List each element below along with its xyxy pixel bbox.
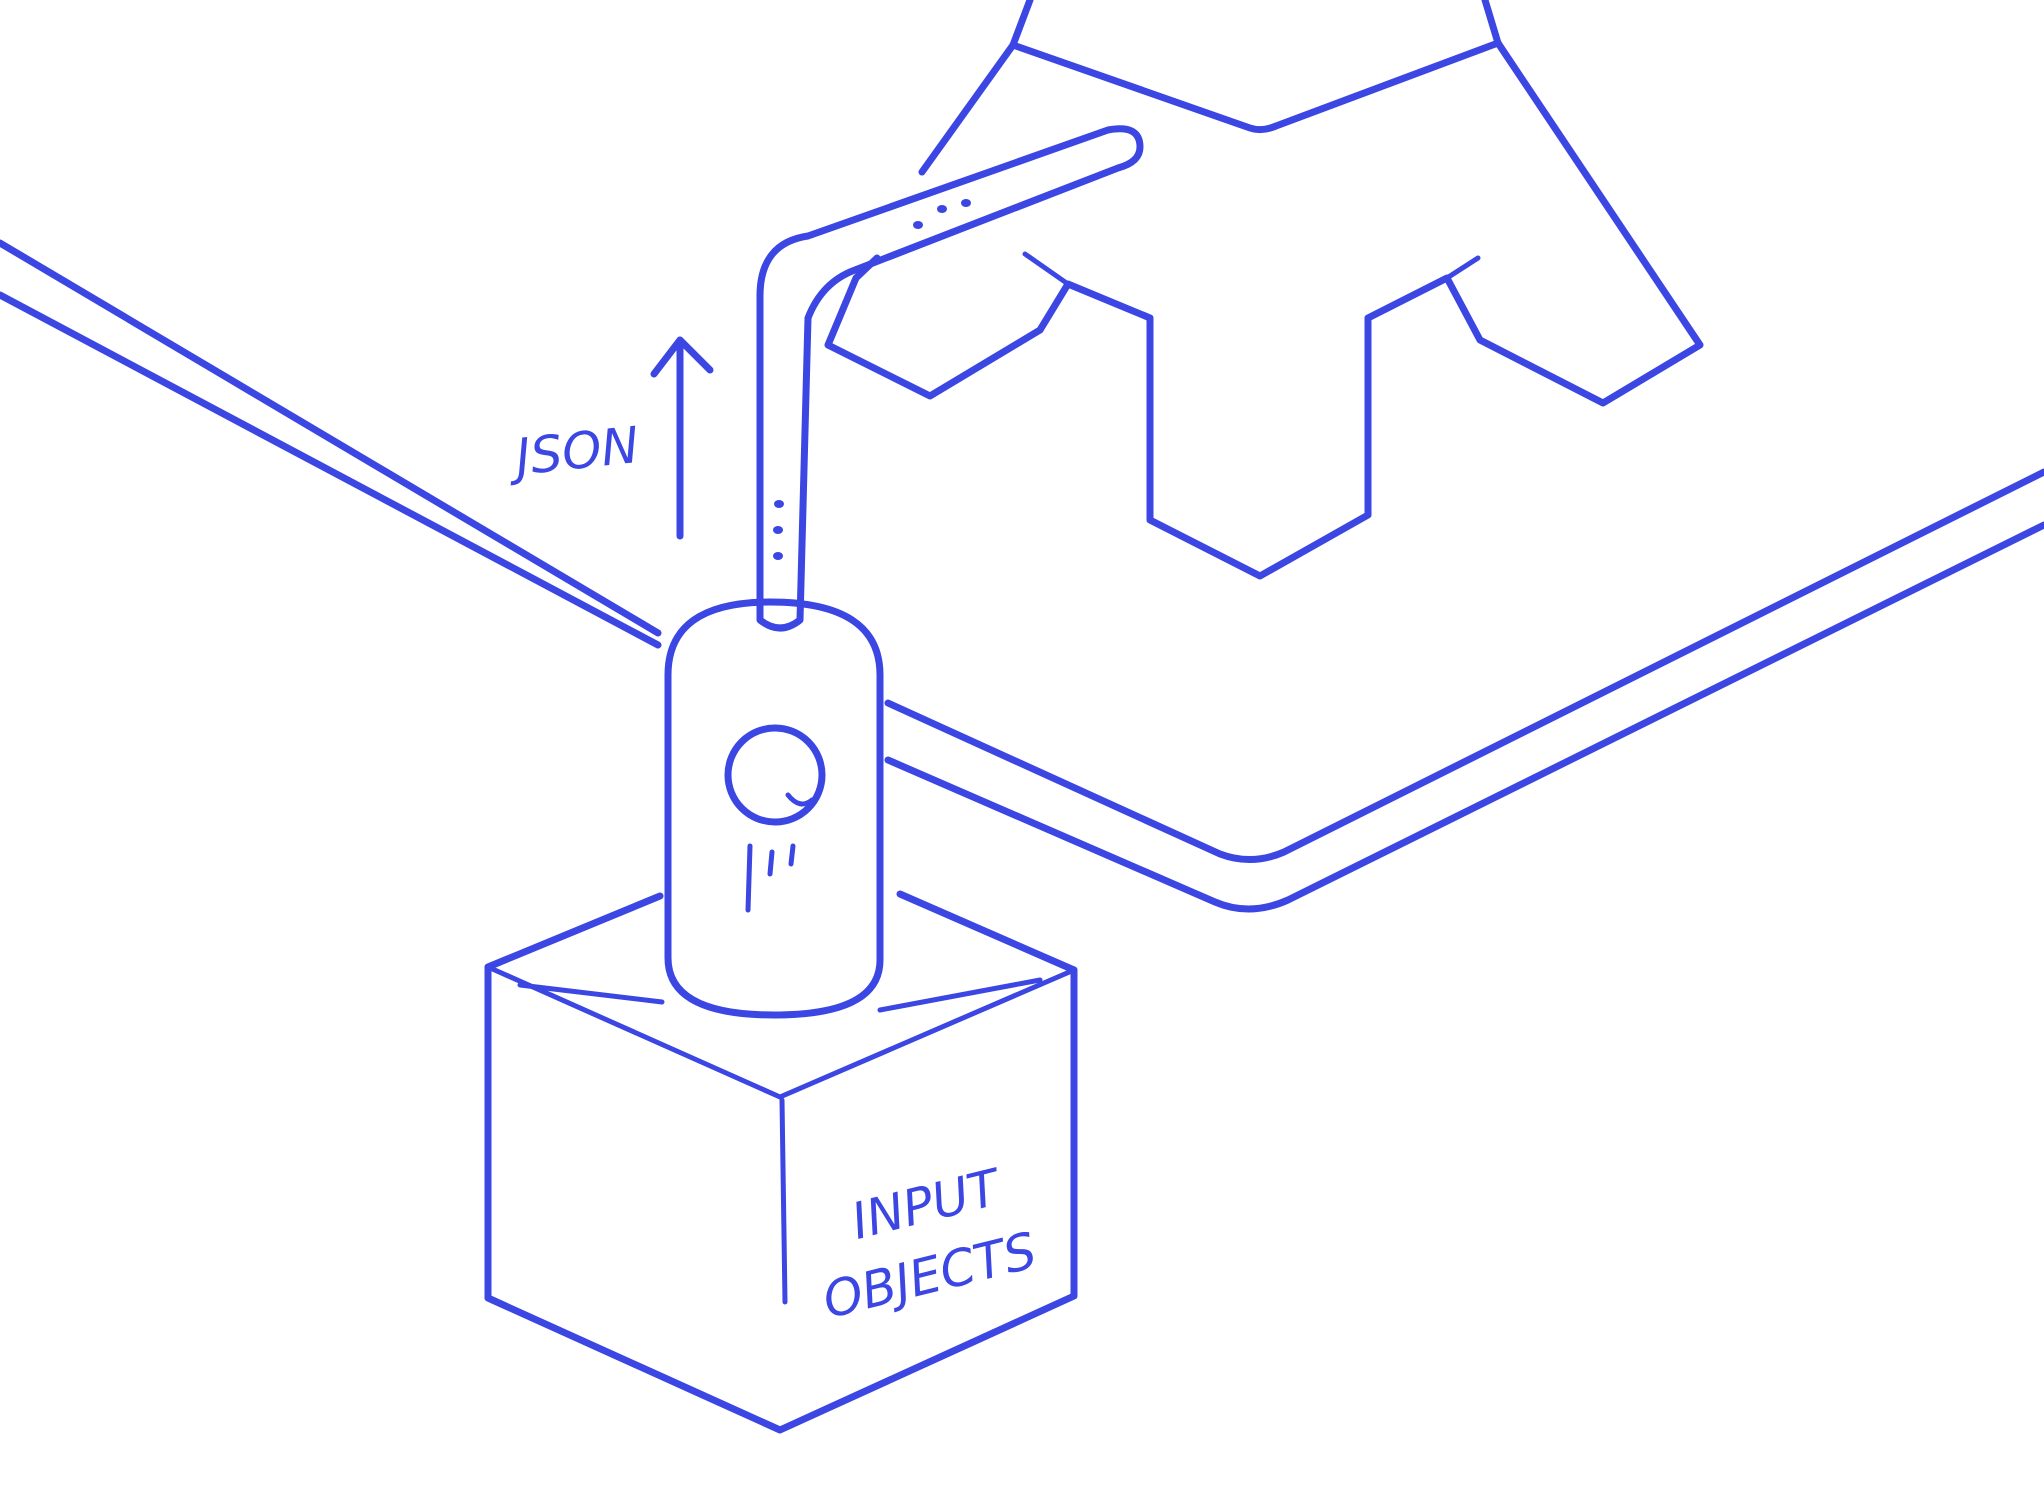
pipe-dots-horizontal [913, 199, 971, 229]
sensor-eye-icon [724, 724, 826, 826]
data-pipe [756, 125, 1144, 632]
box-label-objects: OBJECTS [817, 1221, 1042, 1330]
platform-outline [0, 239, 2044, 913]
input-objects-box [484, 890, 1078, 1434]
capsule-device [664, 598, 884, 1019]
json-label: JSON [504, 416, 642, 488]
up-arrow-icon [650, 336, 714, 540]
pipe-dots-vertical [773, 500, 784, 560]
gear-tower [824, 0, 1704, 580]
